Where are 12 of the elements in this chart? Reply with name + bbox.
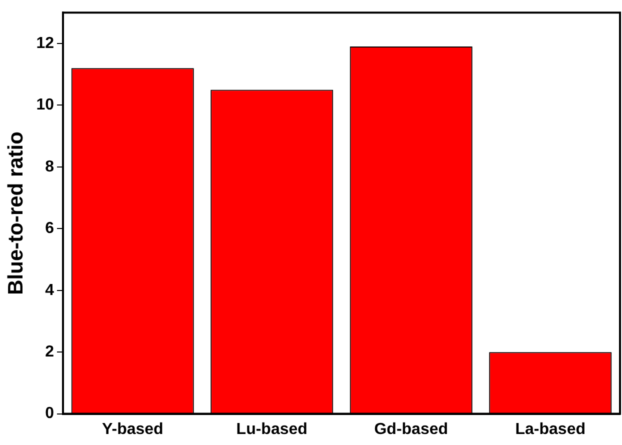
y-axis-title: Blue-to-red ratio (4, 132, 28, 295)
y-tick-label: 4 (45, 282, 54, 299)
x-tick-label: Gd-based (374, 420, 448, 438)
y-tick-label: 0 (45, 405, 54, 422)
y-tick-label: 8 (45, 158, 54, 176)
y-tick-label: 12 (36, 34, 54, 52)
x-tick-label: La-based (515, 420, 586, 438)
y-tick-label: 10 (36, 96, 54, 114)
x-tick-label: Y-based (102, 420, 164, 438)
y-tick-label: 6 (45, 220, 54, 238)
x-tick-label: Lu-based (236, 420, 308, 438)
y-tick-label: 2 (45, 343, 54, 360)
